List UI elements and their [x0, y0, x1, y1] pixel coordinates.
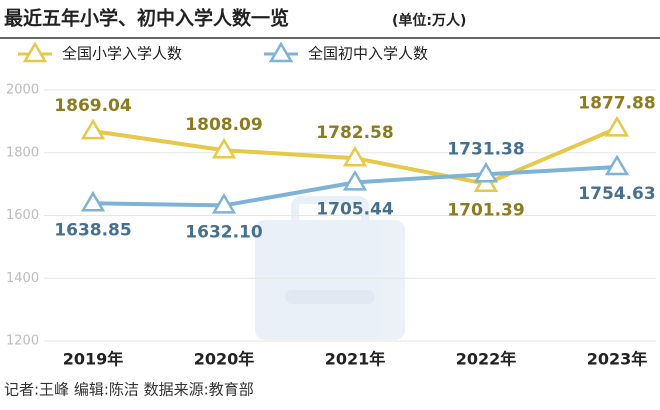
data-marker	[80, 118, 106, 140]
data-marker	[211, 192, 237, 214]
data-label: 1877.88	[578, 93, 655, 113]
watermark	[255, 196, 405, 340]
legend-marker	[22, 41, 48, 63]
legend-label: 全国初中入学人数	[308, 45, 428, 63]
data-label: 1754.63	[578, 184, 655, 204]
data-marker	[604, 115, 630, 137]
x-tick-label: 2023年	[587, 350, 648, 369]
y-tick-label: 1600	[6, 208, 39, 223]
data-label: 1701.39	[447, 201, 524, 221]
data-label: 1638.85	[54, 220, 131, 240]
data-marker	[473, 161, 499, 183]
data-marker	[604, 154, 630, 176]
footer: 记者:王峰 编辑:陈洁 数据来源:教育部	[4, 381, 254, 399]
x-tick-label: 2019年	[63, 350, 124, 369]
unit-label: (单位:万人)	[392, 12, 466, 29]
chart-title: 最近五年小学、初中入学人数一览	[4, 7, 289, 30]
data-label: 1705.44	[316, 199, 394, 219]
y-tick-label: 1400	[6, 271, 39, 286]
data-label: 1632.10	[185, 222, 263, 242]
data-label: 1782.58	[316, 123, 393, 143]
x-tick-label: 2021年	[325, 350, 386, 369]
data-marker	[211, 137, 237, 159]
data-label: 1869.04	[54, 96, 132, 116]
y-tick-label: 1200	[6, 334, 39, 349]
data-marker	[80, 190, 106, 212]
y-tick-label: 2000	[6, 83, 39, 98]
data-marker	[342, 145, 368, 167]
legend-label: 全国小学入学人数	[62, 45, 182, 63]
data-label: 1808.09	[185, 115, 262, 135]
legend-marker	[268, 41, 294, 63]
x-tick-label: 2022年	[456, 350, 517, 369]
y-tick-label: 1800	[6, 145, 39, 160]
data-marker	[342, 169, 368, 191]
data-label: 1731.38	[447, 139, 524, 159]
x-tick-label: 2020年	[194, 350, 255, 369]
